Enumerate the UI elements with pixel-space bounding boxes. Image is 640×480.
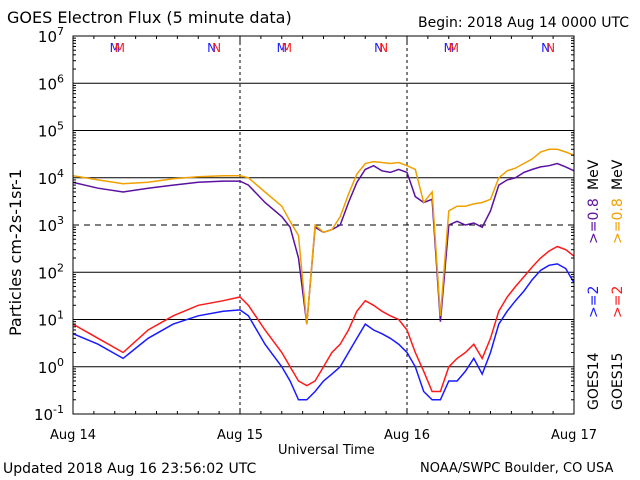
legend-goes14: GOES14 [586,353,602,410]
plot-frame [72,35,575,415]
chart-title: GOES Electron Flux (5 minute data) [7,8,292,27]
y-tick-label: 105 [38,120,64,141]
legend-gt2-goes15-text: >=2 [610,285,626,318]
legend-unit-1-text: MeV [586,159,602,190]
legend-unit-2-text: MeV [610,159,626,190]
noon-marker: N [379,41,388,55]
y-tick-label: 103 [38,214,64,235]
legend-gt08-goes15: >=0.8 [610,198,626,244]
y-tick-label: 106 [38,72,64,93]
noon-marker: N [546,41,555,55]
y-axis-label: Particles cm-2s-1sr-1 [6,169,25,336]
noon-marker: N [374,41,383,55]
legend-goes14-text: GOES14 [586,352,602,410]
x-tick-label: Aug 16 [384,428,430,443]
y-tick-label: 10-1 [34,403,64,424]
begin-time: Begin: 2018 Aug 14 0000 UTC [418,15,629,31]
midnight-marker: M [110,41,120,55]
legend-gt2-goes15: >=2 [610,286,626,318]
legend-gt2-goes14-text: >=2 [586,285,602,318]
legend-gt2-goes14: >=2 [586,286,602,318]
legend-gt08-goes14-text: >=0.8 [586,198,602,244]
midnight-marker: M [449,41,459,55]
y-tick-label: 100 [38,356,64,377]
midnight-marker: M [277,41,287,55]
legend-unit-1: MeV [586,160,602,190]
marker-layer: MM NN MM NN MM NN [110,41,556,55]
label-layer: 10-1 100 101 102 103 104 105 106 107 Aug 14 Aug 15… [34,25,597,443]
legend-gt08-goes15-text: >=0.8 [610,198,626,244]
legend-unit-2: MeV [610,160,626,190]
legend-gt08-goes14: >=0.8 [586,198,602,244]
series-layer [73,148,574,401]
noon-marker: N [207,41,216,55]
y-tick-label: 101 [38,309,64,330]
credit-text: NOAA/SWPC Boulder, CO USA [420,461,614,476]
midnight-marker: M [282,41,292,55]
y-tick-label: 102 [38,261,64,282]
noon-marker: N [212,41,221,55]
x-tick-label: Aug 17 [551,428,597,443]
series-line-0 [73,162,574,325]
legend-goes15-text: GOES15 [610,352,626,410]
y-axis-label-text: Particles cm-2s-1sr-1 [6,168,25,336]
x-tick-label: Aug 15 [217,428,263,443]
series-line-2 [73,263,574,401]
noon-marker: N [541,41,550,55]
y-tick-label: 107 [38,25,64,46]
legend-goes15: GOES15 [610,353,626,410]
x-axis-label: Universal Time [278,443,375,458]
updated-text: Updated 2018 Aug 16 23:56:02 UTC [3,461,257,477]
midnight-marker: M [444,41,454,55]
x-tick-label: Aug 14 [50,428,96,443]
y-tick-label: 104 [38,167,64,188]
midnight-marker: M [115,41,125,55]
series-line-1 [73,148,574,325]
axis-layer [72,35,575,415]
series-line-3 [73,245,574,393]
grid-layer [73,35,574,415]
